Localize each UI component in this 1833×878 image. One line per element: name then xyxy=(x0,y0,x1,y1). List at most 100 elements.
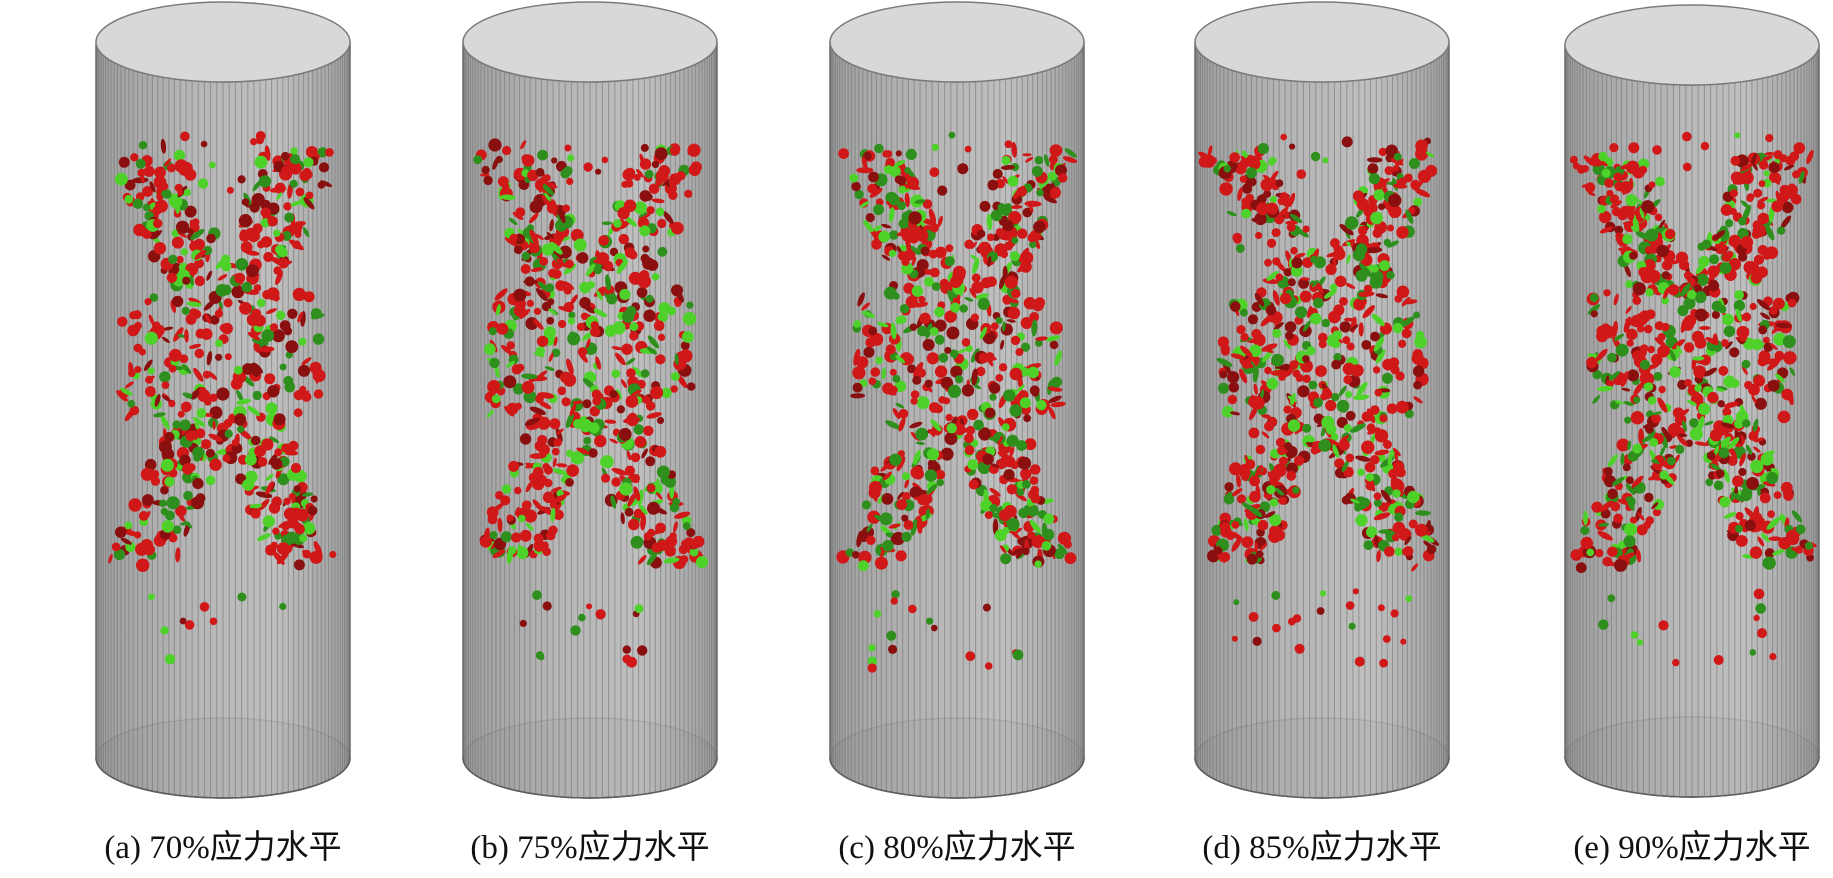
crack-particle xyxy=(1575,562,1587,574)
crack-particle xyxy=(1365,481,1375,491)
crack-particle xyxy=(1338,439,1350,451)
crack-particle xyxy=(260,218,270,228)
crack-particle xyxy=(1343,424,1352,433)
crack-particle xyxy=(895,150,902,157)
crack-particle xyxy=(880,548,885,558)
crack-particle xyxy=(1366,526,1378,538)
crack-particle xyxy=(986,276,997,288)
crack-particle xyxy=(565,412,574,429)
crack-particle xyxy=(1388,193,1402,208)
crack-particle xyxy=(588,422,600,434)
crack-particle xyxy=(279,363,287,371)
crack-particle xyxy=(125,381,134,388)
crack-particle xyxy=(1767,510,1775,518)
crack-particle xyxy=(1241,183,1253,194)
crack-particle xyxy=(917,325,928,337)
crack-particle xyxy=(553,336,558,347)
crack-particle xyxy=(1760,312,1771,320)
crack-particle xyxy=(642,245,650,253)
crack-particle xyxy=(252,180,262,192)
crack-particle xyxy=(166,272,178,283)
crack-particle xyxy=(1612,320,1618,336)
crack-particle xyxy=(937,185,948,196)
crack-particle xyxy=(901,514,909,522)
crack-particle xyxy=(113,548,126,561)
crack-particle xyxy=(564,144,572,152)
crack-particle xyxy=(998,509,1011,522)
crack-particle xyxy=(1392,165,1400,172)
crack-particle xyxy=(875,356,883,365)
crack-particle xyxy=(1343,317,1355,322)
crack-particle xyxy=(903,282,915,294)
crack-particle xyxy=(640,253,650,263)
crack-particle xyxy=(1282,197,1293,208)
crack-particle xyxy=(180,248,188,256)
crack-particle xyxy=(565,478,574,487)
crack-particle xyxy=(1400,316,1415,328)
crack-particle xyxy=(1749,546,1763,559)
crack-particle xyxy=(916,229,929,242)
crack-particle xyxy=(506,402,519,415)
crack-particle xyxy=(1735,511,1744,521)
crack-particle xyxy=(895,402,905,409)
crack-particle xyxy=(1248,612,1259,622)
crack-particle xyxy=(905,148,917,160)
crack-particle xyxy=(1647,345,1655,354)
crack-particle xyxy=(1373,512,1391,521)
crack-particle xyxy=(977,229,986,238)
crack-particle xyxy=(246,313,260,327)
crack-particle xyxy=(1002,265,1008,281)
crack-particle xyxy=(1644,492,1654,503)
crack-particle xyxy=(1379,260,1390,271)
crack-particle xyxy=(290,541,304,549)
crack-particle xyxy=(661,387,672,399)
crack-particle xyxy=(234,413,247,426)
crack-particle xyxy=(1374,449,1390,456)
crack-particle xyxy=(1259,543,1268,551)
crack-particle xyxy=(1719,262,1732,274)
crack-particle xyxy=(147,367,155,375)
crack-particle xyxy=(1586,356,1598,369)
crack-particle xyxy=(273,229,281,237)
crack-particle xyxy=(513,245,523,255)
crack-particle xyxy=(1017,537,1026,546)
crack-particle xyxy=(514,486,522,495)
crack-particle xyxy=(1628,142,1640,154)
crack-particle xyxy=(1687,289,1697,300)
crack-particle xyxy=(1272,623,1281,633)
crack-particle xyxy=(978,241,992,255)
crack-particle xyxy=(1765,134,1774,143)
crack-particle xyxy=(1752,418,1759,433)
crack-particle xyxy=(1677,433,1688,437)
crack-particle xyxy=(1639,165,1648,174)
crack-particle xyxy=(177,410,185,418)
crack-particle xyxy=(1344,216,1359,230)
crack-particle xyxy=(1721,339,1729,347)
crack-particle xyxy=(604,419,617,424)
crack-particle xyxy=(200,328,213,340)
crack-particle xyxy=(285,351,293,359)
crack-particle xyxy=(154,166,167,179)
crack-particle xyxy=(904,477,910,489)
crack-particle xyxy=(558,207,566,224)
crack-particle xyxy=(674,353,679,365)
crack-particle xyxy=(1209,157,1217,165)
crack-particle xyxy=(1676,345,1683,354)
crack-particle xyxy=(299,534,308,543)
crack-particle xyxy=(555,428,563,443)
crack-particle xyxy=(1266,485,1276,495)
crack-particle xyxy=(1393,183,1408,189)
crack-particle xyxy=(928,429,936,437)
crack-particle xyxy=(1267,238,1277,248)
crack-particle xyxy=(1020,342,1031,352)
crack-particle xyxy=(153,218,163,229)
crack-particle xyxy=(1010,335,1021,346)
crack-particle xyxy=(495,155,503,164)
crack-particle xyxy=(552,468,568,475)
crack-particle xyxy=(1750,272,1763,284)
crack-particle xyxy=(1622,233,1633,245)
crack-particle xyxy=(1625,194,1638,207)
crack-particle xyxy=(303,197,315,210)
crack-particle xyxy=(1287,395,1297,403)
crack-particle xyxy=(890,322,897,340)
